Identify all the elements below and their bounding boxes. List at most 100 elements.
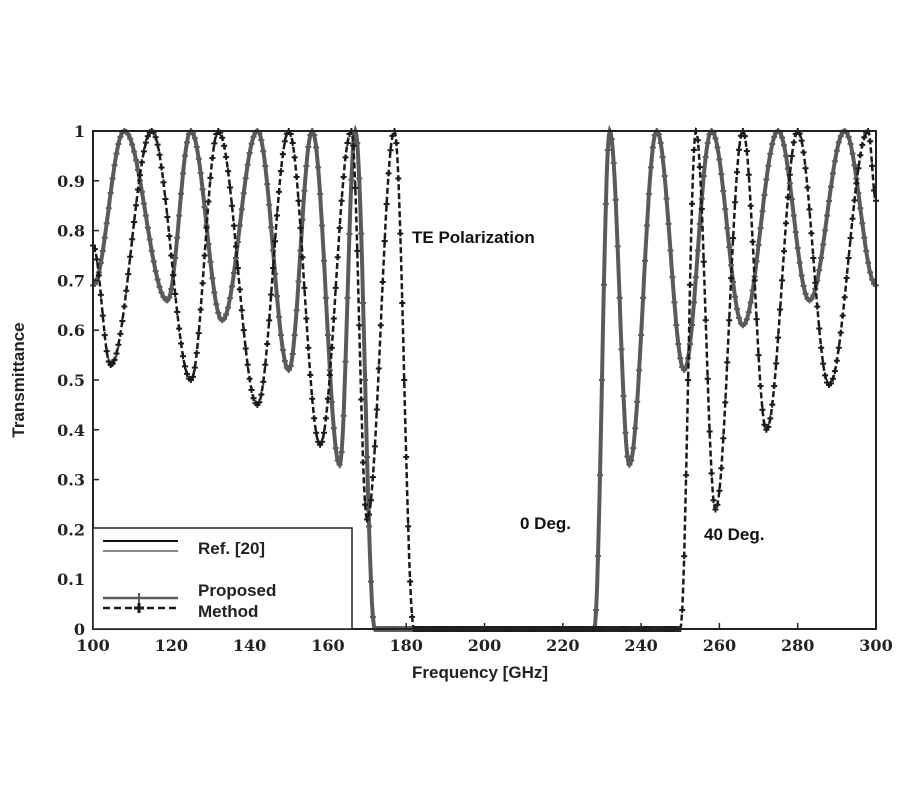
axis-ticks: 100 120 140 160 180 200 220 240 260 280 300 0 0.1 0.2… xyxy=(57,122,893,655)
series-40-deg-marker xyxy=(403,453,410,460)
series-0-deg-marker xyxy=(696,220,703,227)
series-40-deg-marker xyxy=(718,465,725,472)
series-40-deg-marker xyxy=(786,171,793,178)
series-0-deg-marker xyxy=(324,331,331,338)
series-40-deg-marker xyxy=(180,353,187,360)
series-40-deg-marker xyxy=(256,399,263,406)
series-0-deg-marker xyxy=(726,244,733,251)
series-0-deg-marker xyxy=(311,132,318,139)
series-0-deg-marker xyxy=(275,313,282,320)
series-0-deg-marker xyxy=(258,137,265,144)
series-0-deg-marker xyxy=(125,131,132,138)
series-40-deg-marker xyxy=(225,168,232,175)
series-40-deg-marker xyxy=(187,377,194,383)
series-0-deg-marker xyxy=(158,289,165,296)
series-40-deg-marker xyxy=(790,139,797,146)
series-0-deg-marker xyxy=(213,301,220,308)
series-40-deg-marker xyxy=(833,357,840,364)
series-0-deg-marker xyxy=(716,156,723,163)
series-40-deg-marker xyxy=(238,307,245,314)
series-40-deg-marker xyxy=(816,325,823,332)
series-40-deg-marker xyxy=(213,131,220,138)
series-40-deg-marker xyxy=(780,248,787,255)
series-0-deg-marker xyxy=(140,200,147,207)
series-40-deg-marker xyxy=(303,315,310,322)
series-40-deg-marker xyxy=(236,286,243,293)
series-0-deg-marker xyxy=(174,234,181,241)
series-0-deg-marker xyxy=(99,248,106,255)
series-40-deg-marker xyxy=(800,149,807,156)
series-40-deg-marker xyxy=(851,197,858,204)
series-0-deg-marker xyxy=(287,362,294,369)
series-40-deg-marker xyxy=(295,197,302,204)
series-0-deg-marker xyxy=(156,283,163,290)
series-0-deg-marker xyxy=(315,164,322,171)
series-40-deg-marker xyxy=(806,206,813,213)
series-0-deg-marker xyxy=(624,453,631,460)
series-0-deg-marker xyxy=(205,241,212,248)
series-0-deg-marker xyxy=(782,152,789,159)
legend-box xyxy=(92,527,353,630)
series-0-deg-marker xyxy=(127,135,134,142)
series-0-deg-marker xyxy=(246,150,253,157)
series-0-deg-marker xyxy=(757,225,764,232)
series-0-deg-marker xyxy=(146,236,153,243)
series-0-deg-marker xyxy=(193,143,200,150)
series-0-deg-marker xyxy=(779,134,786,141)
series-0-deg-marker xyxy=(199,186,206,193)
series-40-deg-marker xyxy=(164,214,171,221)
series-0-deg-marker xyxy=(101,234,108,241)
series-0-deg-marker xyxy=(166,294,173,301)
series-40-deg-marker xyxy=(853,180,860,187)
series-40-deg-marker xyxy=(140,148,147,155)
series-40-deg-marker xyxy=(287,131,294,138)
legend-label-method: Method xyxy=(198,602,258,621)
series-0-deg-marker xyxy=(279,346,286,353)
series-40-deg-marker xyxy=(170,271,177,278)
series-0-deg-marker xyxy=(808,296,815,303)
series-40-deg-marker xyxy=(765,423,772,430)
series-40-deg-marker xyxy=(835,344,842,351)
series-40-deg-marker xyxy=(162,195,169,202)
series-40-deg-marker xyxy=(260,378,267,385)
series-0-deg-marker xyxy=(346,230,353,237)
series-40-deg-marker xyxy=(714,501,721,508)
series-0-deg-marker xyxy=(364,453,371,460)
series-40-deg-marker xyxy=(720,435,727,442)
series-0-deg-marker xyxy=(741,320,748,327)
series-0-deg-marker xyxy=(831,158,838,165)
series-0-deg-marker xyxy=(640,294,647,301)
series-40-deg-marker xyxy=(779,277,786,284)
series-40-deg-marker xyxy=(734,169,741,176)
series-40-deg-marker xyxy=(377,322,384,329)
series-0-deg-marker xyxy=(780,142,787,149)
series-40-deg-marker xyxy=(371,443,378,450)
series-40-deg-marker xyxy=(135,186,142,193)
series-40-deg-marker xyxy=(319,438,326,445)
series-40-deg-marker xyxy=(753,316,760,323)
series-0-deg-marker xyxy=(659,154,666,161)
series-0-deg-marker xyxy=(262,163,269,170)
series-40-deg-marker xyxy=(242,345,249,352)
series-40-deg-marker xyxy=(773,360,780,367)
series-0-deg-marker xyxy=(93,276,100,283)
series-0-deg-marker xyxy=(634,398,641,405)
series-0-deg-marker xyxy=(833,147,840,154)
series-40-deg-marker xyxy=(387,147,394,154)
series-40-deg-marker xyxy=(704,375,711,382)
series-40-deg-marker xyxy=(751,277,758,284)
series-0-deg-marker xyxy=(178,190,185,197)
series-40-deg-marker xyxy=(262,361,269,368)
series-40-deg-marker xyxy=(115,341,122,348)
series-40-deg-marker xyxy=(354,247,361,254)
series-40-deg-marker xyxy=(381,237,388,244)
legend-label-proposed: Proposed xyxy=(198,581,276,600)
series-40-deg-marker xyxy=(397,230,404,237)
series-40-deg-marker xyxy=(690,146,697,153)
y-tick-label: 0.8 xyxy=(57,222,85,241)
series-0-deg-marker xyxy=(97,259,104,266)
series-0-deg-marker xyxy=(718,171,725,178)
series-40-deg-marker xyxy=(385,170,392,177)
series-40-deg-marker xyxy=(266,317,273,324)
series-40-deg-marker xyxy=(735,146,742,153)
